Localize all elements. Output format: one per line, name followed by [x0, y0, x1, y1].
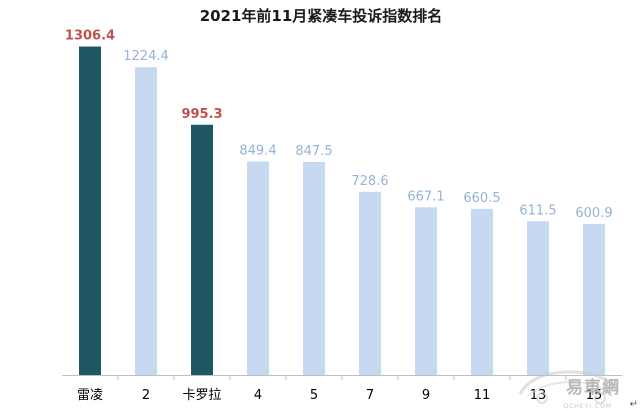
bar-8	[527, 221, 549, 375]
bar-2	[191, 124, 213, 375]
value-label-8: 611.5	[519, 203, 556, 218]
watermark-text: 易車網	[566, 378, 620, 398]
value-label-7: 660.5	[463, 191, 500, 206]
bar-4	[303, 161, 325, 375]
bar-9	[583, 223, 605, 375]
category-label-3: 4	[254, 388, 262, 403]
chart-title: 2021年前11月紧凑车投诉指数排名	[199, 7, 443, 25]
value-label-3: 849.4	[239, 143, 276, 158]
bar-0	[79, 46, 101, 375]
category-label-5: 7	[366, 388, 374, 403]
value-label-2: 995.3	[181, 107, 222, 122]
category-label-7: 11	[474, 388, 491, 403]
bar-5	[359, 191, 381, 375]
value-label-1: 1224.4	[123, 49, 169, 64]
bar-1	[135, 67, 157, 376]
watermark-car-logo	[518, 370, 620, 404]
bar-7	[471, 208, 493, 375]
bar-6	[415, 207, 437, 375]
category-label-4: 5	[310, 388, 318, 403]
value-label-9: 600.9	[575, 206, 612, 221]
value-label-4: 847.5	[295, 144, 332, 159]
watermark-subtext: QCHEYI.COM	[563, 403, 612, 410]
bar-3	[247, 161, 269, 375]
value-label-5: 728.6	[351, 174, 388, 189]
value-label-6: 667.1	[407, 189, 444, 204]
category-label-6: 9	[422, 388, 430, 403]
value-label-0: 1306.4	[65, 29, 115, 44]
category-label-2: 卡罗拉	[182, 388, 221, 403]
category-label-0: 雷凌	[77, 388, 103, 403]
category-label-1: 2	[142, 388, 150, 403]
corner-return-mark: ↵	[629, 399, 638, 410]
category-label-9: 15	[586, 388, 603, 403]
